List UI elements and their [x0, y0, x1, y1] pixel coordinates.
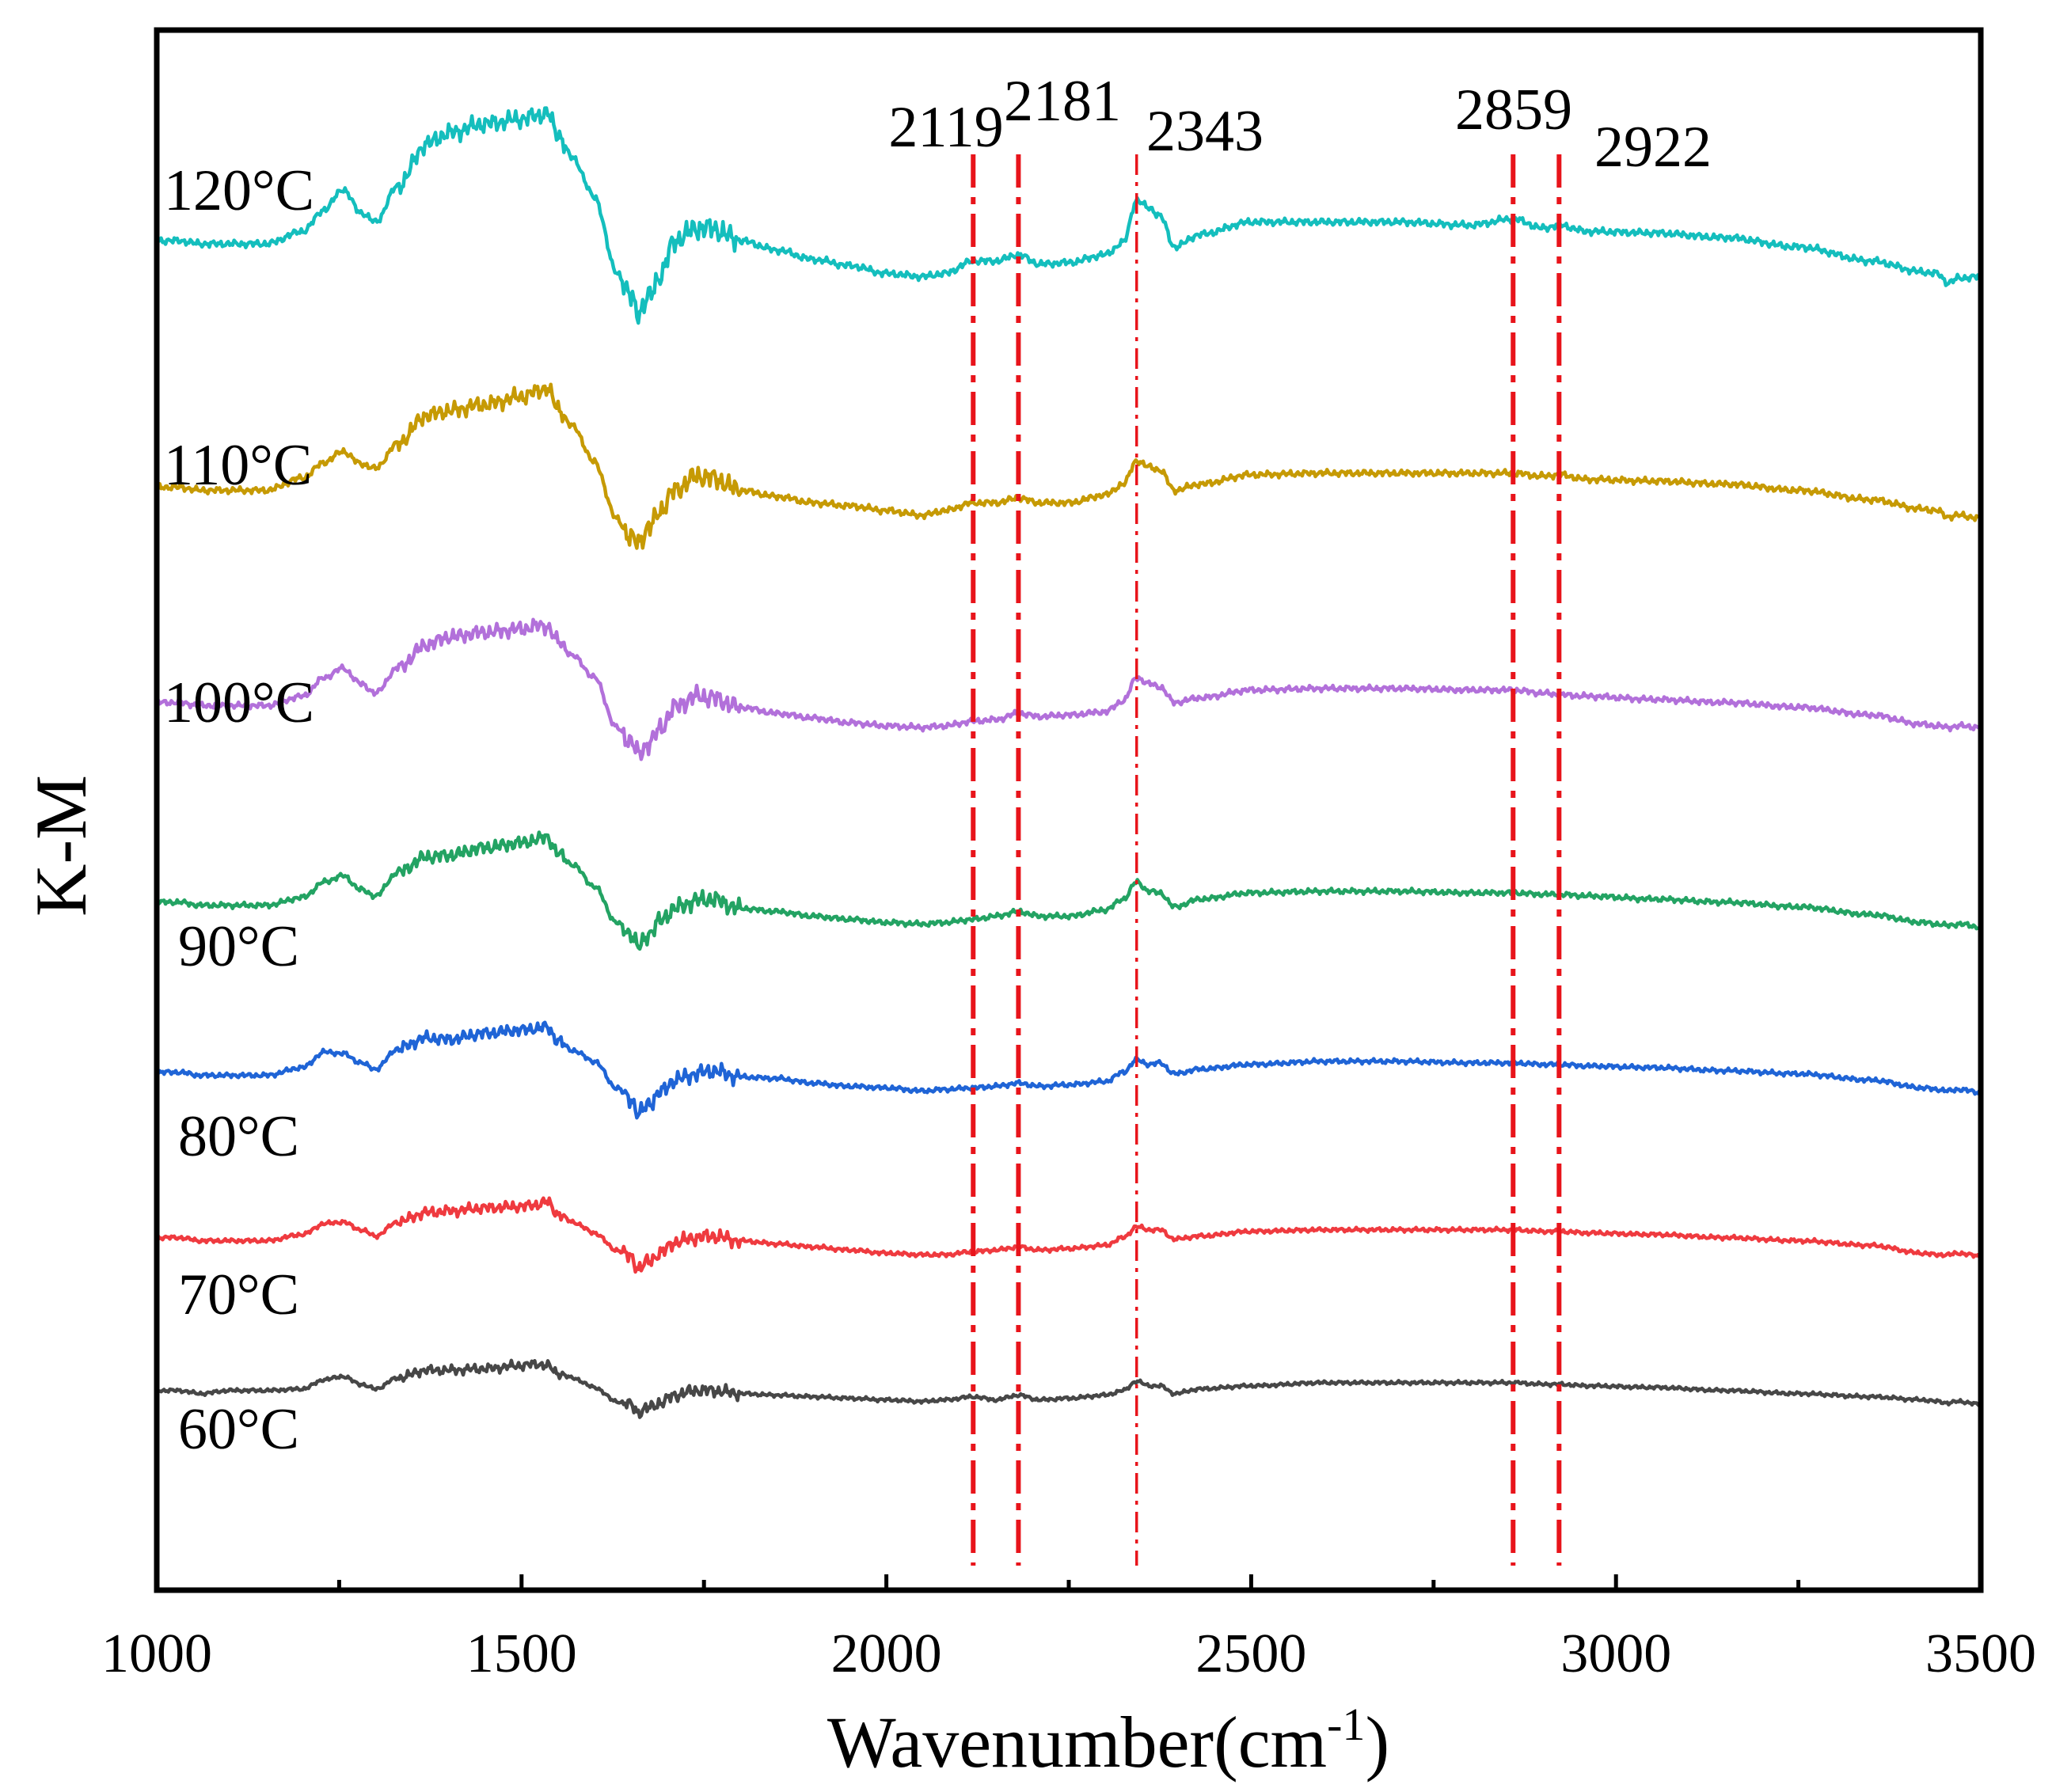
series-lines: [155, 106, 1983, 1419]
x-axis-tick-labels: 1000 1500 2000 2500 3000 3500: [101, 1623, 2036, 1684]
x-axis-title-superscript: -1: [1327, 1699, 1365, 1750]
series-labels: 120°C 110°C 100°C 90°C 80°C 70°C 60°C: [164, 158, 314, 1462]
y-axis-title: K-M: [21, 775, 101, 917]
series-label-110c: 110°C: [164, 433, 312, 498]
x-tick-label-3500: 3500: [1925, 1623, 2036, 1684]
series-label-70c: 70°C: [178, 1262, 299, 1327]
x-tick-label-1500: 1500: [466, 1623, 577, 1684]
x-axis-title: Wavenumber(cm-1): [827, 1699, 1389, 1783]
reference-label-2119: 2119: [888, 95, 1003, 160]
series-line-80c: [155, 1020, 1982, 1120]
x-tick-label-2000: 2000: [831, 1623, 942, 1684]
reference-labels: 2119 2181 2343 2859 2922: [888, 69, 1712, 180]
reference-lines: [971, 154, 1562, 1566]
reference-label-2922: 2922: [1594, 115, 1712, 180]
series-line-90c: [155, 830, 1983, 951]
reference-label-2181: 2181: [1004, 69, 1121, 134]
x-tick-label-3000: 3000: [1560, 1623, 1671, 1684]
series-label-120c: 120°C: [164, 158, 314, 223]
series-line-100c: [155, 617, 1982, 761]
series-label-90c: 90°C: [178, 914, 299, 979]
reference-label-2859: 2859: [1455, 78, 1572, 142]
x-axis-ticks: [336, 1574, 1801, 1590]
series-label-80c: 80°C: [178, 1104, 299, 1169]
x-axis-title-main: Wavenumber(cm: [827, 1702, 1327, 1783]
x-tick-label-2500: 2500: [1195, 1623, 1306, 1684]
series-line-120c: [156, 106, 1982, 325]
series-line-110c: [156, 382, 1983, 550]
series-line-60c: [155, 1358, 1982, 1419]
series-line-70c: [155, 1196, 1982, 1274]
series-label-60c: 60°C: [178, 1397, 299, 1462]
reference-label-2343: 2343: [1146, 99, 1264, 164]
series-label-100c: 100°C: [164, 670, 314, 735]
x-tick-label-1000: 1000: [101, 1623, 212, 1684]
x-axis-title-close: ): [1365, 1702, 1389, 1783]
